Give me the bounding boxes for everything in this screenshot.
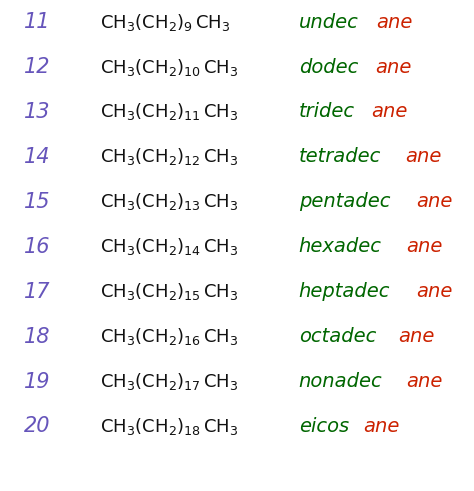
Text: octadec: octadec <box>299 327 376 346</box>
Text: $\mathregular{CH_3(CH_2)_{15}\,CH_3}$: $\mathregular{CH_3(CH_2)_{15}\,CH_3}$ <box>100 281 238 302</box>
Text: 13: 13 <box>24 102 50 122</box>
Text: nonadec: nonadec <box>299 372 383 391</box>
Text: ane: ane <box>406 237 442 256</box>
Text: 11: 11 <box>24 12 50 32</box>
Text: eicos: eicos <box>299 417 349 436</box>
Text: $\mathregular{CH_3(CH_2)_{9}\,CH_3}$: $\mathregular{CH_3(CH_2)_{9}\,CH_3}$ <box>100 12 230 32</box>
Text: ane: ane <box>407 372 443 391</box>
Text: $\mathregular{CH_3(CH_2)_{11}\,CH_3}$: $\mathregular{CH_3(CH_2)_{11}\,CH_3}$ <box>100 102 238 122</box>
Text: 20: 20 <box>24 416 50 436</box>
Text: ane: ane <box>417 282 453 301</box>
Text: $\mathregular{CH_3(CH_2)_{14}\,CH_3}$: $\mathregular{CH_3(CH_2)_{14}\,CH_3}$ <box>100 236 238 257</box>
Text: tetradec: tetradec <box>299 147 381 166</box>
Text: 18: 18 <box>24 327 50 347</box>
Text: pentadec: pentadec <box>299 192 390 211</box>
Text: ane: ane <box>417 192 453 211</box>
Text: undec: undec <box>299 13 358 31</box>
Text: $\mathregular{CH_3(CH_2)_{17}\,CH_3}$: $\mathregular{CH_3(CH_2)_{17}\,CH_3}$ <box>100 371 238 392</box>
Text: dodec: dodec <box>299 57 358 77</box>
Text: ane: ane <box>399 327 435 346</box>
Text: ane: ane <box>376 13 412 31</box>
Text: ane: ane <box>375 57 411 77</box>
Text: heptadec: heptadec <box>299 282 390 301</box>
Text: 19: 19 <box>24 372 50 391</box>
Text: 15: 15 <box>24 192 50 212</box>
Text: 14: 14 <box>24 147 50 167</box>
Text: $\mathregular{CH_3(CH_2)_{10}\,CH_3}$: $\mathregular{CH_3(CH_2)_{10}\,CH_3}$ <box>100 56 238 78</box>
Text: hexadec: hexadec <box>299 237 382 256</box>
Text: 16: 16 <box>24 237 50 257</box>
Text: 12: 12 <box>24 57 50 77</box>
Text: ane: ane <box>405 147 441 166</box>
Text: $\mathregular{CH_3(CH_2)_{13}\,CH_3}$: $\mathregular{CH_3(CH_2)_{13}\,CH_3}$ <box>100 191 238 212</box>
Text: $\mathregular{CH_3(CH_2)_{16}\,CH_3}$: $\mathregular{CH_3(CH_2)_{16}\,CH_3}$ <box>100 326 238 347</box>
Text: 17: 17 <box>24 282 50 301</box>
Text: $\mathregular{CH_3(CH_2)_{18}\,CH_3}$: $\mathregular{CH_3(CH_2)_{18}\,CH_3}$ <box>100 416 238 437</box>
Text: ane: ane <box>363 417 400 436</box>
Text: $\mathregular{CH_3(CH_2)_{12}\,CH_3}$: $\mathregular{CH_3(CH_2)_{12}\,CH_3}$ <box>100 146 238 167</box>
Text: ane: ane <box>371 103 408 121</box>
Text: tridec: tridec <box>299 103 355 121</box>
